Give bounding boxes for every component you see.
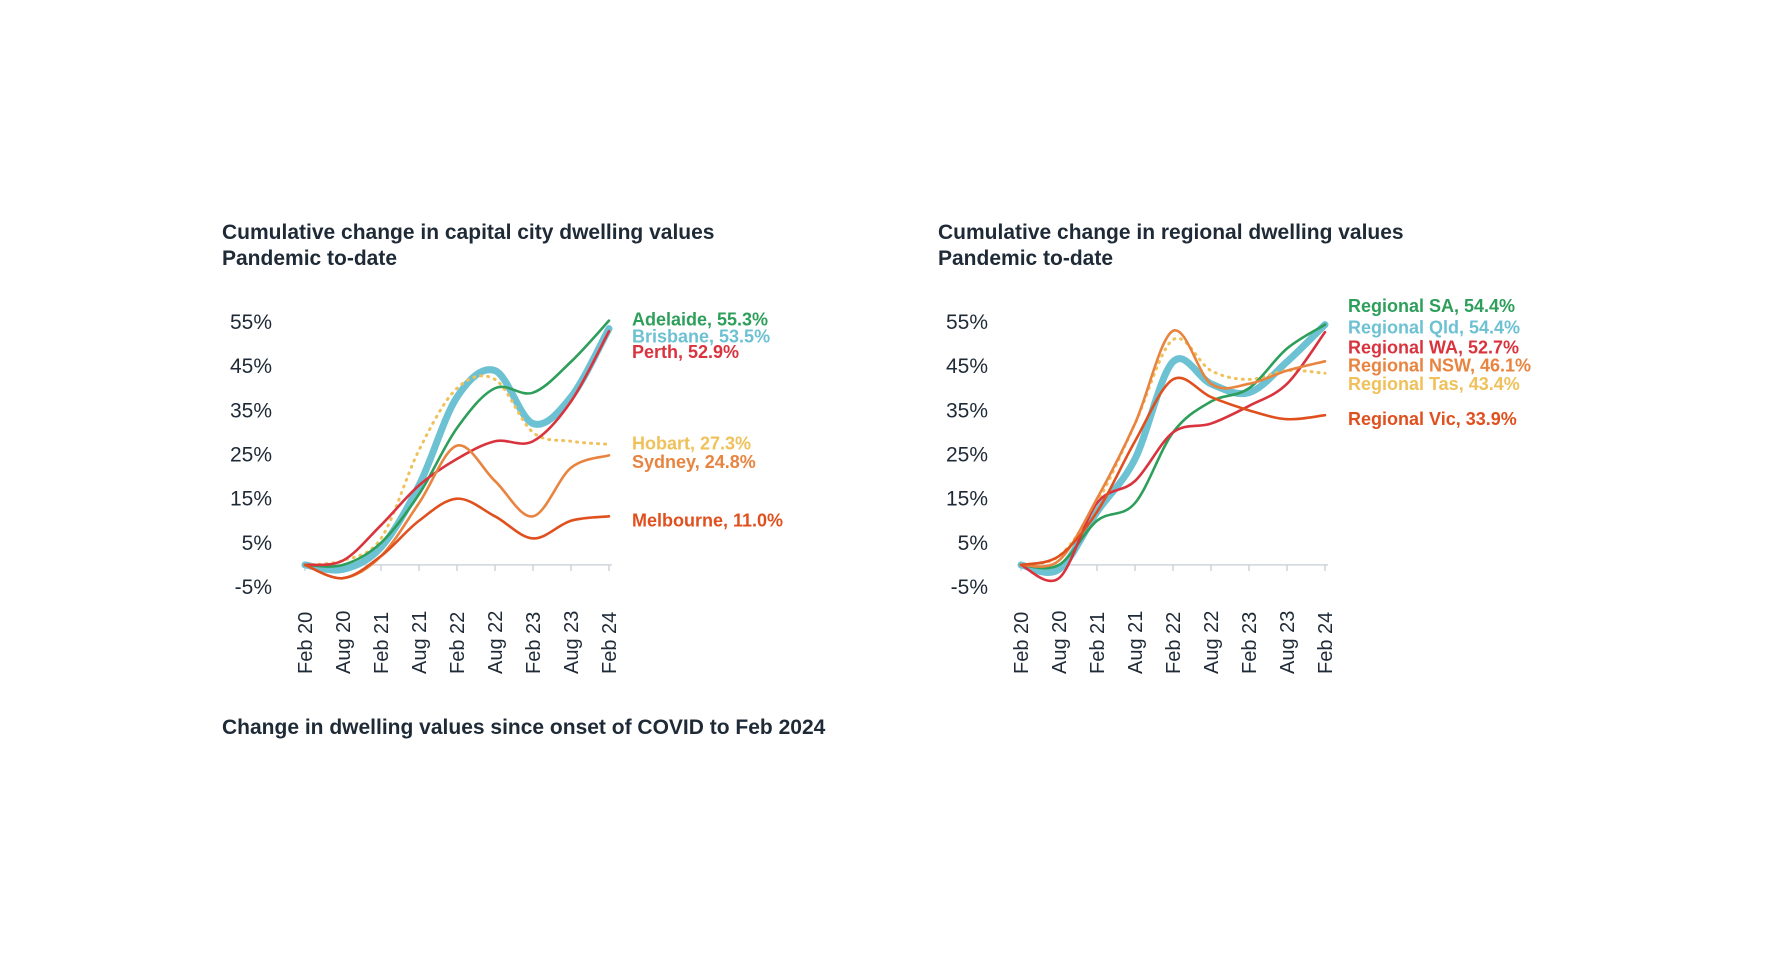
x-tick-label: Aug 21 <box>1125 611 1147 674</box>
series-line-brisbane <box>301 325 613 574</box>
series-line-adelaide <box>303 319 611 568</box>
chart-subtitle: Pandemic to-date <box>222 247 398 270</box>
series-line-regional-tas <box>1019 336 1327 567</box>
regional-plot: 55% 45% 35% 25% 15% 5% -5% Feb 20 Aug 20 Feb 21 Au… <box>946 296 1531 674</box>
y-tick-label: 35% <box>230 399 272 422</box>
series-line-sydney <box>303 444 611 580</box>
y-tick-label: 55% <box>946 311 988 334</box>
x-tick-label: Aug 23 <box>1277 611 1299 674</box>
series-label-adelaide: Adelaide, 55.3% <box>632 309 768 329</box>
x-tick-label: Feb 22 <box>447 612 469 674</box>
series-line-regional-vic <box>1019 376 1327 567</box>
series-line-hobart <box>303 374 611 567</box>
footer-caption: Change in dwelling values since onset of… <box>222 716 826 739</box>
y-tick-label: 5% <box>958 532 988 555</box>
chart-title: Cumulative change in regional dwelling v… <box>938 221 1404 244</box>
x-tick-label: Feb 21 <box>371 612 393 674</box>
x-tick-label: Aug 20 <box>333 611 355 674</box>
y-tick-label: 25% <box>230 444 272 467</box>
series-label-regional-tas: Regional Tas, 43.4% <box>1348 374 1520 394</box>
x-tick-label: Aug 20 <box>1049 611 1071 674</box>
series-line-regional-wa <box>1019 330 1327 583</box>
x-tick-label: Feb 22 <box>1163 612 1185 674</box>
y-tick-label: 15% <box>946 488 988 511</box>
series-label-regional-qld: Regional Qld, 54.4% <box>1348 317 1520 337</box>
x-tick-label: Feb 20 <box>295 612 317 674</box>
y-tick-label: 15% <box>230 488 272 511</box>
chart-title: Cumulative change in capital city dwelli… <box>222 221 715 244</box>
series-label-melbourne: Melbourne, 11.0% <box>632 510 783 530</box>
y-tick-label: 25% <box>946 444 988 467</box>
capital-city-plot: 55% 45% 35% 25% 15% 5% -5% Feb 20 Aug 20 Feb 21 Au… <box>230 309 783 674</box>
x-tick-label: Aug 22 <box>1201 611 1223 674</box>
x-tick-label: Feb 24 <box>1315 612 1337 674</box>
y-tick-label: -5% <box>235 576 272 599</box>
series-label-regional-sa: Regional SA, 54.4% <box>1348 296 1515 316</box>
y-tick-label: -5% <box>951 576 988 599</box>
chart-subtitle: Pandemic to-date <box>938 247 1114 270</box>
x-tick-label: Feb 23 <box>1239 612 1261 674</box>
x-tick-label: Feb 20 <box>1011 612 1033 674</box>
series-label-sydney: Sydney, 24.8% <box>632 452 756 472</box>
x-tick-label: Feb 23 <box>523 612 545 674</box>
y-tick-label: 35% <box>946 399 988 422</box>
series-label-regional-wa: Regional WA, 52.7% <box>1348 338 1519 358</box>
capital-city-chart: Cumulative change in capital city dwelli… <box>222 214 922 694</box>
x-tick-label: Feb 24 <box>599 612 621 674</box>
x-tick-label: Aug 22 <box>485 611 507 674</box>
series-line-regional-qld <box>1017 321 1329 576</box>
y-tick-label: 45% <box>946 355 988 378</box>
y-tick-label: 5% <box>242 532 272 555</box>
series-line-melbourne <box>303 497 611 580</box>
x-tick-label: Aug 23 <box>561 611 583 674</box>
x-tick-label: Feb 21 <box>1087 612 1109 674</box>
x-tick-label: Aug 21 <box>409 611 431 674</box>
y-tick-label: 45% <box>230 355 272 378</box>
series-label-brisbane: Brisbane, 53.5% <box>632 327 770 347</box>
series-label-hobart: Hobart, 27.3% <box>632 433 751 453</box>
y-tick-label: 55% <box>230 311 272 334</box>
series-label-regional-nsw: Regional NSW, 46.1% <box>1348 355 1531 375</box>
series-line-perth <box>303 329 611 567</box>
regional-chart: Cumulative change in regional dwelling v… <box>938 214 1638 694</box>
series-label-regional-vic: Regional Vic, 33.9% <box>1348 409 1517 429</box>
series-label-perth: Perth, 52.9% <box>632 342 739 362</box>
